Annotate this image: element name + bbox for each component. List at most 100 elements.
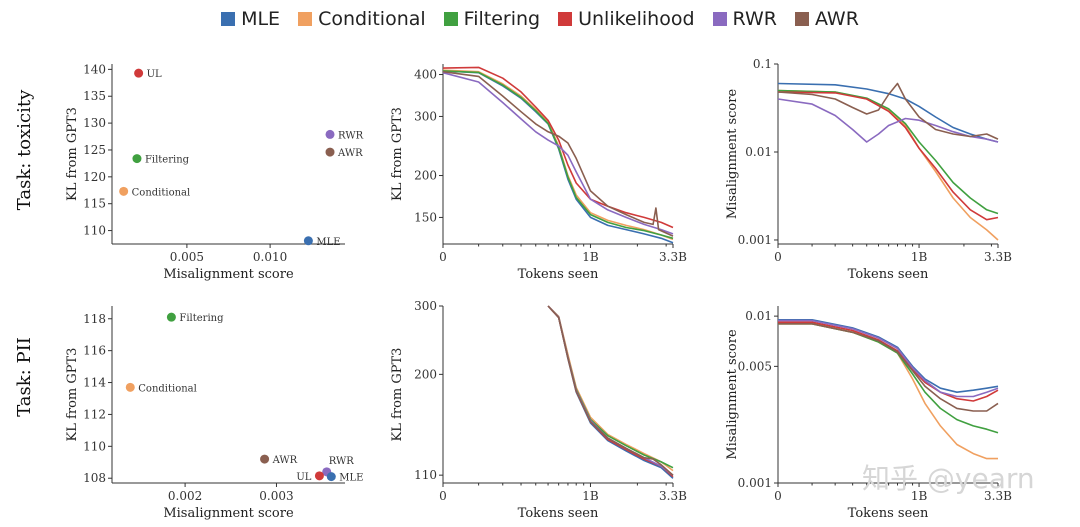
point-label-filtering: Filtering — [179, 313, 224, 324]
point-conditional — [125, 382, 135, 392]
x-tick-label: 1B — [911, 489, 928, 503]
panel-toxicity-line-1: 150 200 300 400 0 1B 3.3B Tokens seen KL from GP… — [390, 64, 687, 282]
y-tick-label: 115 — [83, 197, 106, 211]
y-tick-label: 135 — [83, 89, 106, 103]
point-filtering — [166, 312, 176, 322]
legend: MLE Conditional Filtering Unlikelihood RWR AW… — [0, 4, 1080, 34]
y-tick-label: 116 — [83, 344, 106, 358]
point-label-ul: UL — [296, 472, 311, 483]
y-tick-label: 0.01 — [745, 145, 772, 159]
y-tick-label: 112 — [83, 407, 106, 421]
watermark: 知乎 @yearn — [862, 462, 1035, 495]
y-tick-label: 200 — [414, 367, 437, 381]
x-axis-title: Tokens seen — [518, 506, 599, 521]
series-awr — [778, 322, 999, 412]
y-tick-label: 110 — [414, 468, 437, 482]
y-tick-label: 0.01 — [745, 309, 772, 323]
point-awr — [325, 147, 335, 157]
series-rwr — [547, 305, 674, 476]
legend-label: Unlikelihood — [578, 8, 695, 30]
y-axis-title: KL from GPT3 — [65, 348, 80, 442]
legend-item-mle: MLE — [221, 8, 280, 30]
point-ul — [134, 68, 144, 78]
y-tick-label: 108 — [83, 471, 106, 485]
series-conditional — [777, 89, 999, 241]
x-tick-label: 3.3B — [984, 489, 1012, 503]
point-filtering — [132, 154, 142, 164]
legend-swatch — [298, 12, 313, 26]
y-tick-label: 130 — [83, 116, 106, 130]
legend-swatch — [221, 12, 236, 26]
legend-item-unlikelihood: Unlikelihood — [558, 8, 695, 30]
series-unlikelihood — [778, 321, 999, 402]
legend-label: Conditional — [318, 8, 426, 30]
x-axis-title: Tokens seen — [848, 267, 929, 282]
x-tick-label: 3.3B — [659, 250, 687, 264]
point-label-mle: MLE — [316, 237, 340, 248]
x-axis-title: Tokens seen — [518, 267, 599, 282]
legend-swatch — [794, 12, 809, 26]
x-axis-title: Misalignment score — [163, 506, 294, 521]
y-tick-label: 118 — [83, 312, 106, 326]
panel-PII-scatter-3: 108 110 112 114 116 118 0.002 0.003 Misalignment… — [65, 306, 363, 521]
series-mle — [442, 70, 674, 244]
y-tick-label: 0.005 — [738, 359, 772, 373]
point-mle — [303, 236, 313, 246]
point-awr — [260, 454, 270, 464]
y-tick-label: 300 — [414, 299, 437, 313]
y-tick-label: 300 — [414, 109, 437, 123]
series-conditional — [442, 69, 674, 241]
x-tick-label: 1B — [582, 489, 599, 503]
y-tick-label: 400 — [414, 68, 437, 82]
x-tick-label: 0.005 — [170, 250, 204, 264]
y-tick-label: 0.001 — [738, 233, 772, 247]
x-tick-label: 0.002 — [168, 489, 202, 503]
series-mle — [547, 305, 674, 479]
legend-item-filtering: Filtering — [443, 8, 541, 30]
y-tick-label: 125 — [83, 143, 106, 157]
series-mle — [778, 318, 999, 394]
x-tick-label: 1B — [582, 250, 599, 264]
y-axis-title: Misalignment score — [725, 89, 740, 220]
series-awr — [547, 305, 674, 476]
y-tick-label: 140 — [83, 62, 106, 76]
point-ul — [314, 471, 324, 481]
y-tick-label: 110 — [83, 439, 106, 453]
series-filtering — [442, 70, 674, 240]
point-rwr — [325, 129, 335, 139]
y-tick-label: 200 — [414, 169, 437, 183]
legend-item-awr: AWR — [794, 8, 859, 30]
legend-label: Filtering — [463, 8, 541, 30]
y-tick-label: 150 — [414, 210, 437, 224]
x-tick-label: 3.3B — [659, 489, 687, 503]
series-rwr — [778, 319, 999, 398]
y-axis-title: KL from GPT3 — [390, 107, 405, 201]
panel-toxicity-scatter-0: 110 115 120 125 130 135 140 0.005 0.010 Misalignm… — [65, 62, 364, 282]
x-tick-label: 0.003 — [259, 489, 293, 503]
series-unlikelihood — [547, 305, 674, 478]
row-label-1: Task: PII — [14, 337, 35, 417]
point-label-conditional: Conditional — [132, 187, 191, 198]
series-conditional — [547, 305, 674, 472]
row-label-0: Task: toxicity — [14, 89, 35, 210]
series-unlikelihood — [442, 66, 674, 229]
x-tick-label: 0.010 — [253, 250, 287, 264]
point-label-ul: UL — [147, 69, 162, 80]
series-filtering — [778, 322, 999, 434]
y-tick-label: 0.1 — [753, 57, 772, 71]
legend-label: MLE — [241, 8, 281, 30]
x-axis-title: Misalignment score — [163, 267, 294, 282]
legend-swatch — [558, 12, 573, 26]
point-mle — [326, 472, 336, 482]
x-tick-label: 1B — [911, 250, 928, 264]
x-tick-label: 3.3B — [984, 250, 1012, 264]
y-tick-label: 0.001 — [738, 476, 772, 490]
legend-swatch — [443, 12, 458, 26]
series-rwr — [442, 71, 674, 235]
series-filtering — [547, 305, 674, 469]
y-axis-title: KL from GPT3 — [65, 107, 80, 201]
point-label-filtering: Filtering — [145, 155, 190, 166]
point-conditional — [119, 186, 129, 196]
panel-toxicity-line-2: 0.001 0.01 0.1 0 1B 3.3B Tokens seen Misalignme… — [725, 57, 1012, 282]
x-tick-label: 0 — [439, 250, 447, 264]
